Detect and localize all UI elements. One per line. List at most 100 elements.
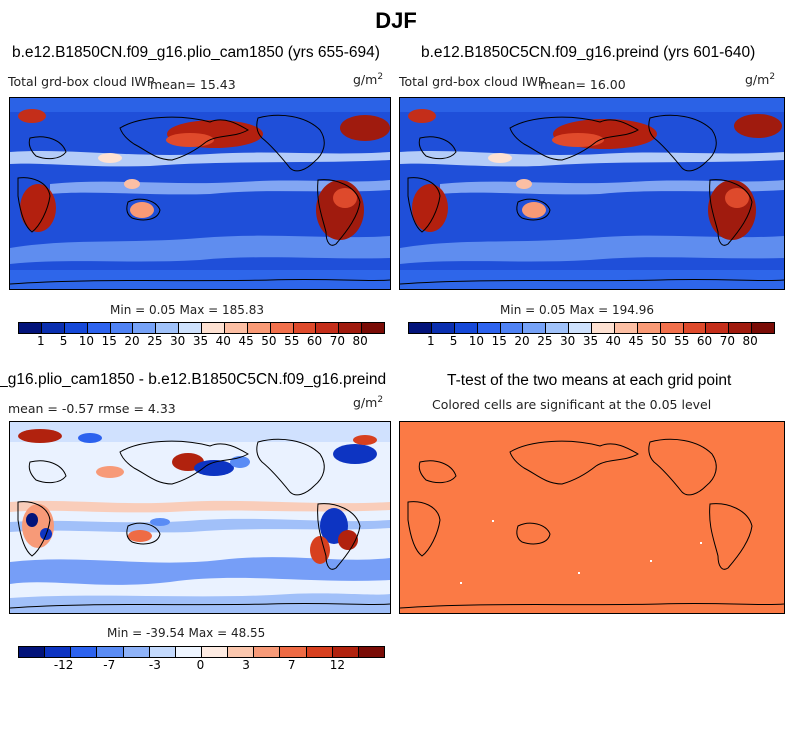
panel1-colorbar-box [41,323,65,333]
panel3-colorbar-box [306,647,333,657]
panel3-minmax: Min = -39.54 Max = 48.55 [107,626,266,640]
panel1-colorbar-tick-label: 60 [306,334,323,348]
panel2-colorbar-box [569,323,592,333]
panel3-colorbar-box [201,647,229,657]
panel1-colorbar-box [293,323,317,333]
panel3-colorbar-labels: -12 -7 -3 0 3 7 12 [18,658,383,672]
panel2-colorbar-box [431,323,455,333]
panel1-colorbar-box [87,323,111,333]
panel1-colorbar-tick-label: 25 [147,334,163,348]
panel2-colorbar-tick-label: 55 [674,334,690,348]
panel2-colorbar-tick-label: 1 [426,334,435,348]
panel1-colorbar-box [247,323,271,333]
panel3-colorbar-box [45,647,72,657]
panel2-colorbar-labels: 1 5 10 15 20 25 30 35 40 45 50 55 60 70 80 [408,334,773,348]
panel2-colorbar-tick-label: 40 [605,334,621,348]
panel4-map [399,421,785,614]
panel3-colorbar-box [19,647,46,657]
panel1-colorbar-box [64,323,88,333]
panel3-colorbar-box [280,647,307,657]
panel3-colorbar-tick-label: 12 [329,658,346,672]
panel1-colorbar-tick-label: 50 [261,334,277,348]
panel2-colorbar-box [546,323,570,333]
panel1-variable-label: Total grd-box cloud IWP [8,74,155,89]
panel3-colorbar [18,646,385,658]
panel3-colorbar-tick-label: -12 [53,658,74,672]
panel3-title: b.e12.B1850CN.f09_g16.plio_cam1850 - b.e… [0,371,387,388]
panel2-colorbar-tick-label: 20 [514,334,530,348]
panel3-colorbar-tick-label: -7 [103,658,116,672]
panel1-colorbar-box [133,323,157,333]
panel1-colorbar-box [110,323,134,333]
panel3-colorbar-tick-label: -3 [148,658,161,672]
panel2-variable-label: Total grd-box cloud IWP [399,74,546,89]
panel3-map [9,421,391,614]
panel2-colorbar-tick-label: 80 [742,334,758,348]
panel1-colorbar-box [316,323,340,333]
panel2-colorbar-box [500,323,524,333]
panel1-units: g/m2 [353,72,384,88]
panel1-colorbar-box [339,323,363,333]
panel1-colorbar-box [156,323,180,333]
panel1-colorbar-tick-label: 40 [215,334,231,348]
panel2-units: g/m2 [745,72,776,88]
panel3-colorbar-box [97,647,124,657]
panel2-colorbar-box [752,323,774,333]
panel1-colorbar-tick-label: 70 [329,334,346,348]
panel2-colorbar-tick-label: 70 [719,334,736,348]
panel2-colorbar-box [614,323,638,333]
panel1-map [9,97,391,290]
panel2-colorbar-tick-label: 50 [651,334,667,348]
panel2-colorbar-box [409,323,432,333]
panel3-colorbar-tick-label: 3 [242,658,250,672]
panel4-title: T-test of the two means at each grid poi… [447,372,732,389]
panel3-colorbar-box [332,647,359,657]
panel3-colorbar-box [149,647,176,657]
panel1-colorbar-tick-label: 15 [101,334,117,348]
panel1-colorbar-box [224,323,248,333]
panel2-minmax: Min = 0.05 Max = 194.96 [500,303,654,317]
panel2-colorbar-tick-label: 5 [449,334,458,348]
panel1-colorbar-box [202,323,225,333]
panel1-colorbar [18,322,385,334]
panel3-colorbar-box [358,647,384,657]
panel1-colorbar-tick-label: 55 [284,334,300,348]
panel2-colorbar-box [706,323,730,333]
panel2-colorbar-tick-label: 15 [491,334,507,348]
panel2-colorbar-box [729,323,753,333]
panel1-colorbar-tick-label: 45 [238,334,254,348]
panel1-colorbar-tick-label: 20 [124,334,140,348]
panel2-colorbar [408,322,775,334]
panel1-colorbar-tick-label: 10 [78,334,95,348]
panel2-colorbar-box [592,323,615,333]
panel2-colorbar-tick-label: 60 [696,334,713,348]
panel1-colorbar-tick-label: 1 [36,334,45,348]
panel2-colorbar-box [683,323,707,333]
panel3-colorbar-tick-label: 7 [287,658,296,672]
panel2-colorbar-box [637,323,661,333]
panel3-colorbar-box [228,647,255,657]
panel1-minmax: Min = 0.05 Max = 185.83 [110,303,264,317]
panel3-units: g/m2 [353,395,384,411]
figure-title: DJF [375,8,417,33]
panel1-colorbar-tick-label: 80 [352,334,368,348]
panel1-title: b.e12.B1850CN.f09_g16.plio_cam1850 (yrs … [12,44,380,61]
panel1-colorbar-tick-label: 35 [192,334,209,348]
panel2-colorbar-box [660,323,684,333]
panel2-colorbar-tick-label: 35 [582,334,599,348]
panel1-mean-label: mean= 15.43 [150,77,236,92]
panel2-map [399,97,785,290]
panel3-colorbar-box [254,647,281,657]
panel2-title: b.e12.B1850C5CN.f09_g16.preind (yrs 601-… [421,44,756,61]
panel1-colorbar-box [179,323,202,333]
panel3-colorbar-box [123,647,150,657]
panel1-colorbar-tick-label: 5 [59,334,68,348]
panel1-colorbar-box [270,323,294,333]
panel1-colorbar-box [19,323,42,333]
panel3-colorbar-box [175,647,202,657]
panel3-colorbar-tick-label: 0 [196,658,205,672]
panel3-colorbar-box [71,647,98,657]
panel2-colorbar-box [454,323,478,333]
panel2-colorbar-tick-label: 10 [468,334,485,348]
panel1-colorbar-labels: 1 5 10 15 20 25 30 35 40 45 50 55 60 70 80 [18,334,383,348]
